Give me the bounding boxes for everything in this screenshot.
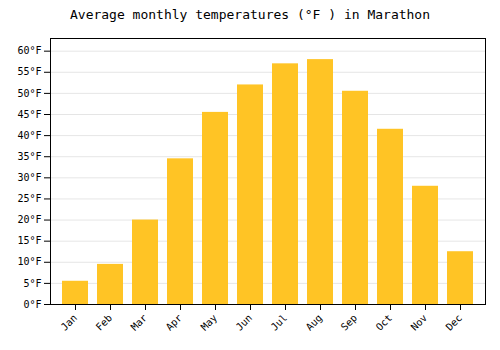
svg-text:Oct: Oct (374, 312, 395, 333)
html-text:Average monthly temperatures (: Average monthly temperatures (°F ) in Ma… (70, 7, 430, 22)
svg-text:Mar: Mar (129, 312, 150, 333)
svg-text:35°F: 35°F (17, 151, 41, 162)
svg-text:Dec: Dec (444, 312, 465, 333)
svg-text:Nov: Nov (409, 312, 430, 333)
svg-text:25°F: 25°F (17, 193, 41, 204)
svg-text:Jul: Jul (269, 312, 290, 333)
svg-text:5°F: 5°F (23, 278, 41, 289)
svg-text:Jun: Jun (234, 312, 255, 333)
svg-text:45°F: 45°F (17, 109, 41, 120)
svg-text:15°F: 15°F (17, 235, 41, 246)
svg-text:20°F: 20°F (17, 214, 41, 225)
svg-text:Apr: Apr (164, 312, 185, 333)
svg-text:May: May (199, 312, 220, 333)
svg-text:30°F: 30°F (17, 172, 41, 183)
svg-text:0°F: 0°F (23, 299, 41, 310)
svg-text:10°F: 10°F (17, 256, 41, 267)
svg-text:Jan: Jan (59, 312, 80, 333)
svg-text:50°F: 50°F (17, 88, 41, 99)
svg-text:Aug: Aug (304, 312, 325, 333)
svg-text:40°F: 40°F (17, 130, 41, 141)
svg-text:55°F: 55°F (17, 66, 41, 77)
svg-text:Feb: Feb (94, 312, 115, 333)
svg-text:60°F: 60°F (17, 45, 41, 56)
svg-text:Sep: Sep (339, 312, 360, 333)
